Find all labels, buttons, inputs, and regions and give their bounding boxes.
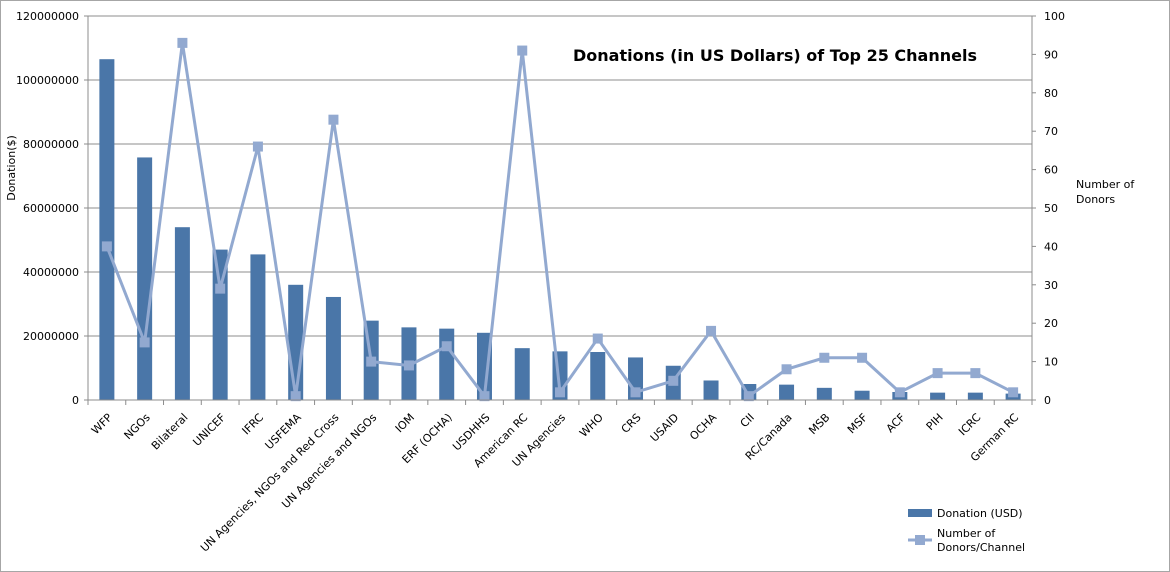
x-category-label: MSB <box>806 411 832 437</box>
bar <box>967 392 983 400</box>
x-category-label: Bilateral <box>149 411 191 453</box>
line-marker <box>932 368 943 379</box>
donors-line <box>105 42 1014 401</box>
y-tick-label: 100000000 <box>16 74 79 87</box>
line-marker <box>252 141 263 152</box>
line-marker <box>328 114 339 125</box>
y-tick-label: 20000000 <box>23 330 79 343</box>
x-category-label: CRS <box>619 411 644 436</box>
line-marker <box>857 352 868 363</box>
y2-tick-label: 50 <box>1044 202 1058 215</box>
axes: 0 20000000 40000000 60000000 80000000 1000000… <box>16 10 1065 554</box>
bar <box>250 254 266 400</box>
y-tick-label: 80000000 <box>23 138 79 151</box>
y-tick-label: 60000000 <box>23 202 79 215</box>
x-category-label: UNICEF <box>190 411 228 449</box>
x-category-label: CII <box>738 411 757 430</box>
line-marker <box>630 387 641 398</box>
bar <box>174 227 190 400</box>
line-marker <box>781 364 792 375</box>
y2-tick-label: 0 <box>1044 394 1051 407</box>
line-marker <box>668 375 679 386</box>
line-marker <box>139 337 150 348</box>
line-marker <box>517 45 528 56</box>
y2-tick-label: 30 <box>1044 279 1058 292</box>
bar <box>703 380 719 400</box>
legend-line-label-1: Number of <box>937 527 996 540</box>
y-tick-label: 0 <box>72 394 79 407</box>
bar <box>816 387 832 400</box>
x-category-label: NGOs <box>122 411 153 442</box>
legend-bar-swatch <box>908 509 932 517</box>
y-axis-title: Donation($) <box>5 135 18 201</box>
y-tick-label: 120000000 <box>16 10 79 23</box>
line-marker <box>366 356 377 367</box>
line-marker <box>592 333 603 344</box>
line-marker <box>706 325 717 336</box>
bar <box>137 157 153 400</box>
line-marker <box>101 241 112 252</box>
y2-tick-label: 80 <box>1044 87 1058 100</box>
x-category-label: IOM <box>393 411 417 435</box>
line-marker <box>743 391 754 402</box>
line-marker <box>290 391 301 402</box>
y2-tick-label: 70 <box>1044 125 1058 138</box>
y2-axis-title-line2: Donors <box>1076 193 1115 206</box>
x-category-label: ICRC <box>956 411 984 439</box>
bar <box>930 392 946 400</box>
bar-series <box>99 59 1021 400</box>
bar <box>854 390 870 400</box>
y2-tick-label: 90 <box>1044 48 1058 61</box>
x-category-label: MSF <box>845 411 870 436</box>
y2-tick-label: 10 <box>1044 356 1058 369</box>
x-category-label: WFP <box>89 411 115 437</box>
chart-title: Donations (in US Dollars) of Top 25 Chan… <box>573 46 977 65</box>
bar <box>514 348 530 400</box>
x-category-label: UN Agencies, NGOs and Red Cross <box>198 411 342 555</box>
line-marker <box>819 352 830 363</box>
y-tick-label: 40000000 <box>23 266 79 279</box>
bar <box>590 352 606 400</box>
x-category-label: PIH <box>924 411 946 433</box>
x-category-label: OCHA <box>687 411 719 443</box>
line-marker <box>215 283 226 294</box>
legend-line-label-2: Donors/Channel <box>937 541 1025 554</box>
y2-tick-label: 100 <box>1044 10 1065 23</box>
line-marker <box>177 37 188 48</box>
line-marker <box>970 368 981 379</box>
x-category-label: ACF <box>884 411 908 435</box>
y2-tick-label: 60 <box>1044 164 1058 177</box>
legend-bar-label: Donation (USD) <box>937 507 1023 520</box>
gridlines <box>88 15 1032 337</box>
line-series <box>101 37 1019 402</box>
bar <box>439 328 455 400</box>
line-marker <box>894 387 905 398</box>
legend: Donation (USD) Number of Donors/Channel <box>908 507 1025 554</box>
y2-tick-label: 20 <box>1044 317 1058 330</box>
y2-tick-label: 40 <box>1044 240 1058 253</box>
x-category-label: WHO <box>577 411 606 440</box>
bar <box>99 59 115 400</box>
y2-axis-title-line1: Number of <box>1076 178 1135 191</box>
line-marker <box>555 387 565 398</box>
bar <box>779 384 795 400</box>
x-category-label: IFRC <box>240 411 267 438</box>
bar <box>325 296 341 400</box>
line-marker <box>479 391 490 402</box>
line-marker <box>441 341 452 352</box>
legend-line-marker <box>915 535 925 545</box>
line-marker <box>1008 387 1019 398</box>
x-category-label: USAID <box>648 411 682 445</box>
line-marker <box>403 360 414 371</box>
bar <box>288 284 304 400</box>
